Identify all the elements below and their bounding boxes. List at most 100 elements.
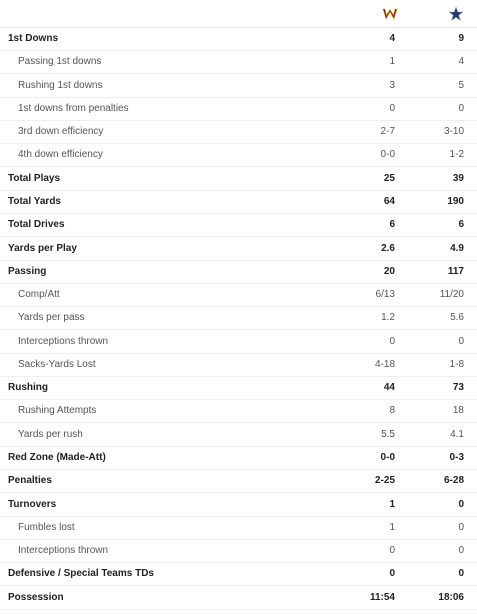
stat-label: Passing [8, 265, 47, 277]
away-team-value: 1 [389, 56, 395, 68]
stat-row: Sacks-Yards Lost 4-18 1-8 [0, 354, 477, 377]
home-team-value: 0 [458, 568, 464, 580]
stat-label: Rushing Attempts [18, 405, 97, 417]
stat-label: Yards per rush [18, 428, 83, 440]
home-team-value: 1-2 [449, 149, 464, 161]
home-team-value: 18:06 [438, 591, 464, 603]
stat-label: 4th down efficiency [18, 149, 103, 161]
stat-row: Total Plays 25 39 [0, 168, 477, 191]
stat-row: Yards per rush 5.5 4.1 [0, 424, 477, 447]
away-team-value: 64 [383, 195, 395, 207]
stat-label: Defensive / Special Teams TDs [8, 568, 154, 580]
stat-label: Total Drives [8, 219, 65, 231]
stat-row: Rushing 1st downs 3 5 [0, 75, 477, 98]
home-team-value: 0 [458, 545, 464, 557]
away-team-value: 5.5 [381, 428, 395, 440]
home-team-value: 0 [458, 335, 464, 347]
away-team-value: 0 [389, 102, 395, 114]
home-team-value: 0 [458, 498, 464, 510]
washington-w-logo-icon [382, 8, 398, 20]
dallas-star-logo-icon [448, 6, 464, 22]
home-team-value: 9 [458, 33, 464, 44]
home-team-value: 4.9 [450, 242, 464, 254]
stat-row: Interceptions thrown 0 0 [0, 540, 477, 564]
stat-label: Comp/Att [18, 289, 60, 301]
stat-label: Rushing 1st downs [18, 79, 103, 91]
stat-row: Defensive / Special Teams TDs 0 0 [0, 563, 477, 587]
away-team-value: 4-18 [374, 358, 395, 370]
away-team-value: 2.6 [381, 242, 395, 254]
stat-row: 1st downs from penalties 0 0 [0, 98, 477, 121]
home-team-value: 0 [458, 102, 464, 114]
stat-row: Rushing Attempts 8 18 [0, 400, 477, 424]
stat-label: Total Yards [8, 195, 61, 207]
away-team-value: 25 [383, 172, 395, 184]
stat-row: Comp/Att 6/13 11/20 [0, 284, 477, 308]
away-team-value: 0-0 [380, 452, 395, 464]
home-team-value: 117 [447, 265, 464, 277]
away-team-value: 2-25 [374, 475, 395, 487]
stat-label: Red Zone (Made-Att) [8, 452, 106, 464]
away-team-value: 0-0 [380, 149, 395, 161]
stat-row: Total Drives 6 6 [0, 214, 477, 238]
home-team-value: 5 [458, 79, 464, 91]
stat-label: Fumbles lost [18, 521, 75, 533]
away-team-value: 1 [389, 521, 395, 533]
home-team-value: 5.6 [450, 312, 464, 324]
stat-label: Passing 1st downs [18, 56, 102, 68]
home-team-value: 3-10 [443, 126, 464, 138]
stat-label: 3rd down efficiency [18, 126, 104, 138]
away-team-value: 1 [389, 498, 395, 510]
stat-label: Penalties [8, 475, 52, 487]
home-team-value: 0-3 [449, 452, 464, 464]
stat-label: Turnovers [8, 498, 57, 510]
home-team-value: 4 [458, 56, 464, 68]
stat-label: Interceptions thrown [18, 545, 109, 557]
stat-label: 1st Downs [8, 33, 59, 44]
away-team-value: 2-7 [380, 126, 395, 138]
home-team-value: 4.1 [450, 428, 464, 440]
stat-row: Yards per pass 1.2 5.6 [0, 307, 477, 331]
home-team-value: 190 [447, 195, 464, 207]
team-stats-header [0, 0, 477, 28]
stat-row: Turnovers 1 0 [0, 494, 477, 517]
stat-row: Red Zone (Made-Att) 0-0 0-3 [0, 447, 477, 471]
stat-row: Passing 20 117 [0, 261, 477, 284]
stat-label: Yards per Play [8, 242, 77, 254]
away-team-value: 11:54 [369, 591, 395, 603]
away-team-value: 0 [389, 335, 395, 347]
away-team-value: 44 [383, 382, 395, 394]
away-team-value: 3 [389, 79, 395, 91]
home-team-value: 6 [458, 219, 464, 231]
stat-label: Rushing [8, 382, 48, 394]
away-team-value: 4 [389, 33, 395, 44]
stat-label: Possession [8, 591, 64, 603]
home-team-value: 18 [452, 405, 464, 417]
stat-row: 1st Downs 4 9 [0, 28, 477, 51]
stat-label: Interceptions thrown [18, 335, 109, 347]
stat-row: Fumbles lost 1 0 [0, 517, 477, 540]
away-team-value: 0 [389, 568, 395, 580]
away-team-value: 0 [389, 545, 395, 557]
away-team-value: 8 [389, 405, 395, 417]
stat-label: Sacks-Yards Lost [18, 358, 96, 370]
stat-label: Yards per pass [18, 312, 85, 324]
away-team-value: 6/13 [375, 289, 395, 301]
home-team-value: 11/20 [439, 289, 464, 301]
stat-row: Total Yards 64 190 [0, 191, 477, 214]
stat-row: Interceptions thrown 0 0 [0, 331, 477, 354]
home-team-value: 1-8 [449, 358, 464, 370]
home-team-value: 73 [452, 382, 464, 394]
home-team-value: 39 [452, 172, 464, 184]
stat-row: Rushing 44 73 [0, 377, 477, 401]
home-team-value: 0 [458, 521, 464, 533]
away-team-value: 6 [389, 219, 395, 231]
stat-row: 3rd down efficiency 2-7 3-10 [0, 121, 477, 145]
home-team-value: 6-28 [443, 475, 464, 487]
stat-row: Possession 11:54 18:06 [0, 587, 477, 610]
stat-row: Yards per Play 2.6 4.9 [0, 238, 477, 261]
away-team-value: 20 [383, 265, 395, 277]
stat-label: Total Plays [8, 172, 61, 184]
away-team-value: 1.2 [381, 312, 395, 324]
